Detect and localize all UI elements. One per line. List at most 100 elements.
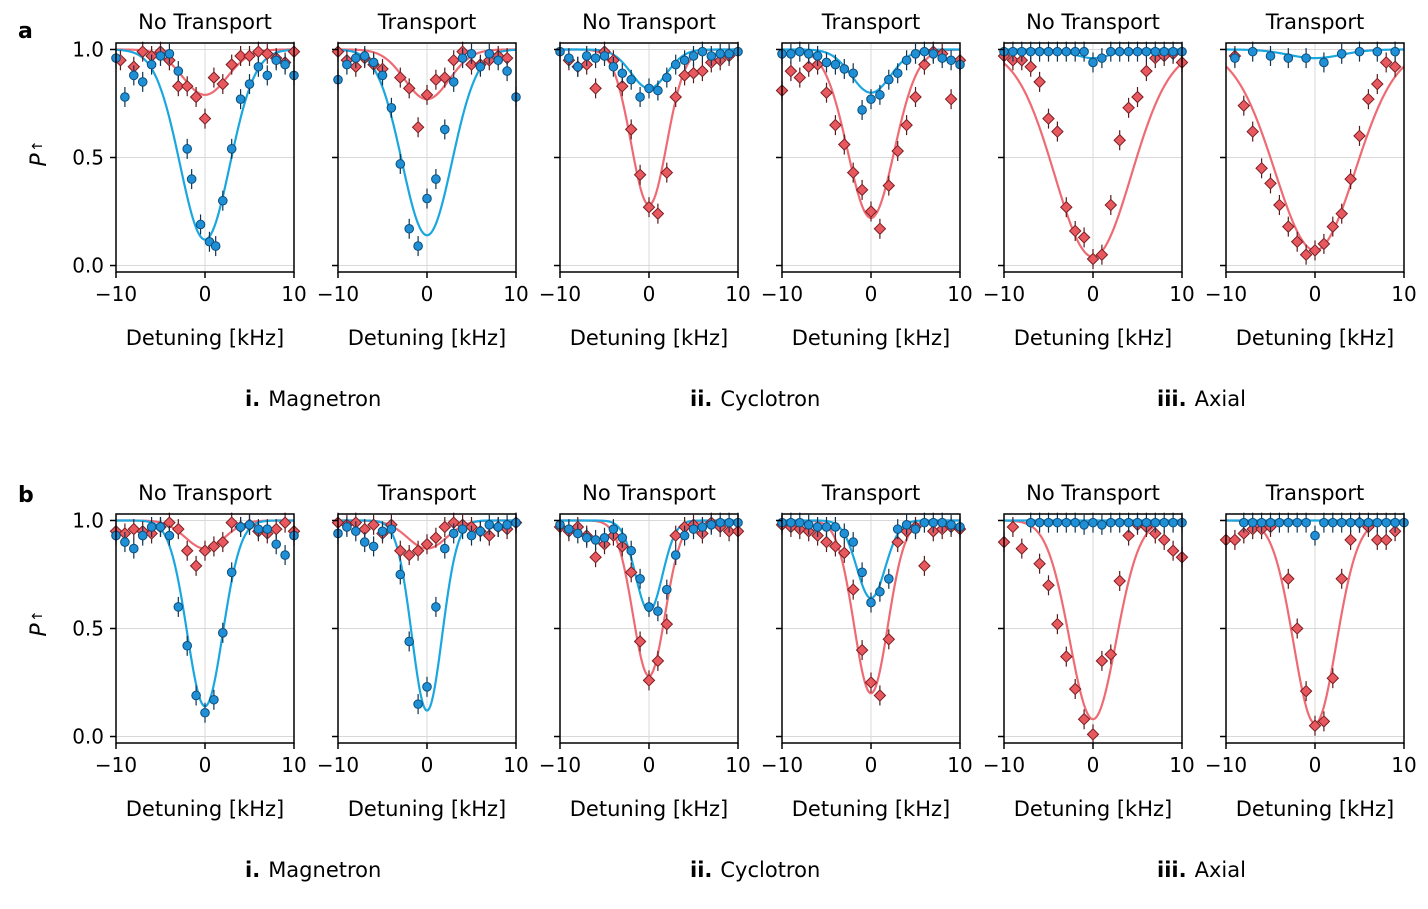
data-point-blue bbox=[262, 70, 273, 81]
x-axis-label: Detuning [kHz] bbox=[792, 326, 950, 350]
data-point-blue bbox=[662, 72, 672, 83]
data-point-blue bbox=[173, 66, 184, 76]
data-point-blue bbox=[1354, 46, 1365, 57]
data-point-red bbox=[1086, 728, 1100, 741]
data-point-blue bbox=[1336, 49, 1347, 59]
data-point-blue bbox=[235, 94, 246, 104]
data-point-blue bbox=[1034, 517, 1045, 528]
data-point-red bbox=[1122, 101, 1135, 115]
data-point-blue bbox=[1381, 517, 1391, 528]
data-point-blue bbox=[564, 524, 574, 534]
data-point-red bbox=[127, 522, 141, 536]
data-point-blue bbox=[1310, 530, 1320, 541]
data-point-blue bbox=[706, 520, 717, 530]
data-point-blue bbox=[919, 517, 930, 528]
data-point-blue bbox=[626, 74, 637, 85]
data-point-blue bbox=[1390, 46, 1400, 57]
data-point-blue bbox=[608, 524, 619, 534]
svg-text:iii.Axial: iii. Axial bbox=[1157, 858, 1246, 882]
data-point-red bbox=[402, 82, 416, 95]
data-point-red bbox=[1353, 129, 1366, 143]
data-point-red bbox=[1281, 220, 1295, 233]
data-point-blue bbox=[1265, 517, 1276, 528]
data-point-blue bbox=[359, 537, 370, 547]
panel-title: No Transport bbox=[138, 10, 272, 34]
data-point-blue bbox=[342, 59, 352, 70]
data-point-blue bbox=[1017, 46, 1027, 57]
data-point-blue bbox=[1008, 46, 1018, 57]
x-tick-label: 10 bbox=[503, 282, 528, 306]
data-point-blue bbox=[848, 537, 859, 547]
data-point-red bbox=[624, 566, 638, 579]
data-point-blue bbox=[715, 517, 726, 528]
data-point-blue bbox=[1052, 46, 1063, 57]
data-point-red bbox=[429, 73, 443, 87]
data-point-red bbox=[402, 548, 416, 562]
data-point-red bbox=[1246, 125, 1260, 138]
x-axis-label: Detuning [kHz] bbox=[570, 326, 728, 350]
panels-container: No Transport 0.0 0.5 1.0 −10 0 10 Detuning [kHz… bbox=[72, 10, 1417, 821]
data-point-blue bbox=[910, 49, 921, 59]
data-point-blue bbox=[120, 92, 130, 102]
x-tick-label: 10 bbox=[1169, 282, 1194, 306]
data-point-blue bbox=[1247, 46, 1258, 57]
data-point-red bbox=[482, 529, 496, 542]
data-point-blue bbox=[590, 535, 601, 545]
data-point-red bbox=[216, 535, 230, 549]
data-point-red bbox=[589, 550, 602, 564]
data-point-blue bbox=[466, 49, 477, 59]
panel-b-1: No Transport 0.0 0.5 1.0 −10 0 10 Detuning [kHz… bbox=[72, 481, 307, 821]
data-point-blue bbox=[1106, 517, 1116, 528]
data-point-blue bbox=[1274, 517, 1285, 528]
data-point-blue bbox=[573, 528, 583, 539]
panel-title: No Transport bbox=[1026, 10, 1160, 34]
data-point-blue bbox=[235, 522, 246, 532]
data-point-red bbox=[136, 45, 150, 58]
data-point-blue bbox=[1070, 46, 1080, 57]
data-point-blue bbox=[1097, 53, 1107, 63]
data-point-blue bbox=[502, 66, 512, 76]
data-point-blue bbox=[431, 174, 441, 184]
data-point-blue bbox=[1319, 57, 1329, 68]
data-point-blue bbox=[679, 55, 690, 66]
data-point-blue bbox=[697, 46, 708, 57]
data-point-blue bbox=[928, 517, 939, 528]
data-point-blue bbox=[244, 79, 255, 89]
data-point-blue bbox=[803, 49, 814, 59]
data-point-blue bbox=[795, 46, 805, 57]
data-point-blue bbox=[830, 522, 841, 532]
data-point-blue bbox=[1239, 517, 1249, 528]
x-tick-label: 0 bbox=[199, 753, 212, 777]
data-point-blue bbox=[484, 49, 495, 59]
svg-text:↑: ↑ bbox=[30, 140, 46, 152]
data-point-blue bbox=[351, 526, 361, 537]
data-point-blue bbox=[1372, 46, 1383, 57]
data-point-blue bbox=[218, 195, 228, 206]
data-point-blue bbox=[821, 57, 832, 68]
data-point-blue bbox=[1159, 46, 1169, 57]
data-point-red bbox=[1113, 574, 1127, 588]
data-point-red bbox=[1308, 719, 1322, 733]
data-point-blue bbox=[839, 528, 850, 539]
data-point-red bbox=[837, 138, 851, 151]
x-tick-label: −10 bbox=[1205, 282, 1247, 306]
data-point-red bbox=[820, 86, 833, 99]
data-point-blue bbox=[1363, 517, 1374, 528]
data-point-blue bbox=[875, 90, 885, 100]
x-tick-label: 0 bbox=[199, 282, 212, 306]
data-point-red bbox=[278, 516, 292, 529]
group-caption-magnetron-b: i. Magnetron bbox=[245, 858, 381, 882]
data-point-blue bbox=[262, 524, 273, 534]
x-tick-label: −10 bbox=[539, 282, 581, 306]
panel-b-5: No Transport −10 0 10 Detuning [kHz] bbox=[983, 481, 1195, 821]
data-point-red bbox=[1059, 200, 1073, 214]
data-point-blue bbox=[368, 541, 379, 552]
panel-title: No Transport bbox=[582, 10, 716, 34]
data-point-red bbox=[1370, 533, 1384, 547]
data-point-blue bbox=[1025, 46, 1036, 57]
x-axis-label: Detuning [kHz] bbox=[126, 326, 284, 350]
data-point-red bbox=[1104, 198, 1118, 212]
data-point-blue bbox=[351, 53, 361, 63]
data-point-blue bbox=[617, 68, 628, 79]
data-point-blue bbox=[1159, 517, 1169, 528]
